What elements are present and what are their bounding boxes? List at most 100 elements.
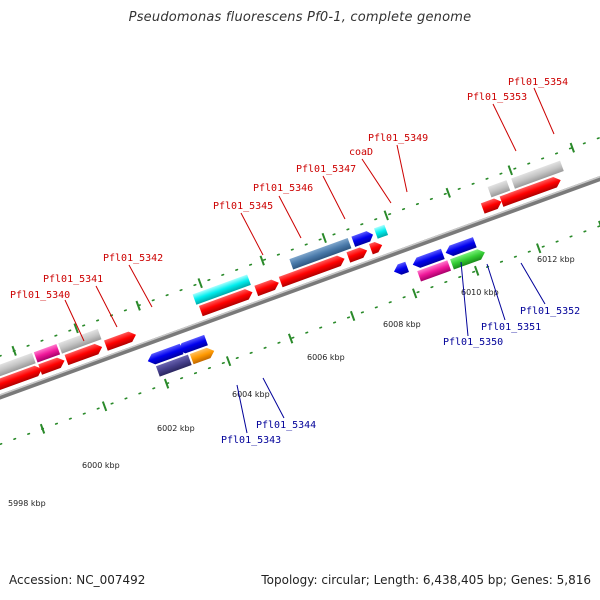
gene-gray-2 <box>58 328 102 354</box>
genome-stats-text: Topology: circular; Length: 6,438,405 bp… <box>261 573 591 587</box>
bottom-leader-lines <box>236 261 546 434</box>
gene-label: Pfl01_5343 <box>221 435 281 446</box>
gene-label: Pfl01_5351 <box>481 322 541 333</box>
inner-major-tick <box>412 288 418 299</box>
gene-red-9 <box>369 241 383 255</box>
gene-blue-6 <box>445 237 477 256</box>
leader-line <box>396 144 408 193</box>
kbp-label: 6004 kbp <box>232 390 270 399</box>
gene-label: Pfl01_5349 <box>368 133 428 144</box>
inner-major-tick <box>39 423 46 434</box>
outer-major-tick <box>73 323 79 334</box>
gene-label: Pfl01_5345 <box>213 201 273 212</box>
gene-gray-4 <box>511 160 564 189</box>
leader-line <box>95 285 118 328</box>
gene-green-1 <box>450 249 485 270</box>
kbp-label: 6010 kbp <box>461 288 499 297</box>
gene-blue-2 <box>147 343 184 365</box>
accession-text: Accession: NC_007492 <box>9 573 146 587</box>
outer-major-tick <box>259 255 265 266</box>
leader-line <box>460 261 469 337</box>
gene-blue-1 <box>351 231 374 247</box>
top-leader-lines <box>64 87 555 342</box>
kbp-label: 5998 kbp <box>8 499 46 508</box>
inner-major-tick <box>349 310 356 322</box>
leader-line <box>64 299 85 342</box>
gene-pink-1 <box>33 343 61 363</box>
kbp-labels: 5998 kbp 6000 kbp 6002 kbp 6004 kbp 6006… <box>8 255 575 508</box>
gene-red-8 <box>346 247 368 263</box>
leader-line <box>533 87 555 135</box>
kbp-label: 6008 kbp <box>383 320 421 329</box>
gene-label: Pfl01_5350 <box>443 337 503 348</box>
leader-line <box>322 175 346 220</box>
gene-red-11 <box>499 176 561 207</box>
gene-red-6 <box>254 279 279 297</box>
gene-label: Pfl01_5344 <box>256 420 316 431</box>
genome-backbone <box>0 143 600 436</box>
gene-red-1 <box>0 365 43 427</box>
gene-label: Pfl01_5347 <box>296 164 356 175</box>
map-title: Pseudomonas fluorescens Pf0-1, complete … <box>128 10 472 25</box>
gene-red-3 <box>64 343 103 366</box>
outer-tick-track <box>0 108 600 398</box>
gene-red-5 <box>198 289 253 317</box>
gene-label: coaD <box>349 147 373 158</box>
gene-red-10 <box>480 198 502 214</box>
bottom-gene-labels: Pfl01_5343 Pfl01_5344 Pfl01_5350 Pfl01_5… <box>221 306 580 446</box>
outer-major-tick <box>197 278 203 289</box>
outer-major-tick <box>135 300 141 311</box>
gene-red-2 <box>38 357 65 375</box>
gene-label: Pfl01_5354 <box>508 77 568 88</box>
kbp-label: 6006 kbp <box>307 353 345 362</box>
outer-major-tick <box>507 165 513 176</box>
gene-label: Pfl01_5341 <box>43 274 103 285</box>
gene-steelblue-1 <box>289 237 352 270</box>
kbp-label: 6002 kbp <box>157 424 195 433</box>
inner-major-tick <box>474 265 480 276</box>
gene-cyan-1 <box>192 274 251 305</box>
leader-line <box>486 263 506 321</box>
leader-line <box>236 384 248 434</box>
gene-gray-3 <box>487 180 511 198</box>
outer-major-tick <box>383 210 389 221</box>
leader-line <box>128 264 153 308</box>
kbp-label: 6012 kbp <box>537 255 575 264</box>
backbone-line <box>0 143 600 436</box>
outer-major-tick <box>569 142 575 153</box>
inner-major-tick <box>163 378 170 389</box>
inner-major-tick <box>101 401 108 412</box>
gene-label: Pfl01_5342 <box>103 253 163 264</box>
leader-line <box>262 377 285 419</box>
backbone-highlight <box>0 143 600 432</box>
leader-line <box>278 195 302 239</box>
leader-line <box>492 103 517 152</box>
leader-line <box>520 262 546 305</box>
gene-red-7 <box>278 255 345 288</box>
outer-major-tick <box>321 232 327 244</box>
gene-cyan-2 <box>373 224 389 239</box>
gene-label: Pfl01_5353 <box>467 92 527 103</box>
leader-line <box>361 158 392 204</box>
forward-strand-genes <box>0 160 564 427</box>
outer-major-tick <box>11 345 17 356</box>
gene-label: Pfl01_5340 <box>10 290 70 301</box>
gene-orange-1 <box>189 347 215 365</box>
gene-pink-2 <box>417 260 452 282</box>
inner-major-tick <box>287 333 294 344</box>
inner-major-tick <box>225 356 232 367</box>
inner-major-tick <box>536 243 542 254</box>
outer-major-tick <box>445 187 451 198</box>
gene-label: Pfl01_5346 <box>253 183 313 194</box>
reverse-strand-genes <box>147 237 485 377</box>
gene-navy-1 <box>155 354 192 377</box>
gene-blue-5 <box>412 248 445 268</box>
gene-blue-3 <box>177 334 208 354</box>
gene-label: Pfl01_5352 <box>520 306 580 317</box>
kbp-label: 6000 kbp <box>82 461 120 470</box>
gene-blue-4 <box>393 261 410 275</box>
gene-red-4 <box>104 331 136 351</box>
leader-line <box>240 212 264 256</box>
top-gene-labels: Pfl01_5340 Pfl01_5341 Pfl01_5342 Pfl01_5… <box>10 77 568 301</box>
